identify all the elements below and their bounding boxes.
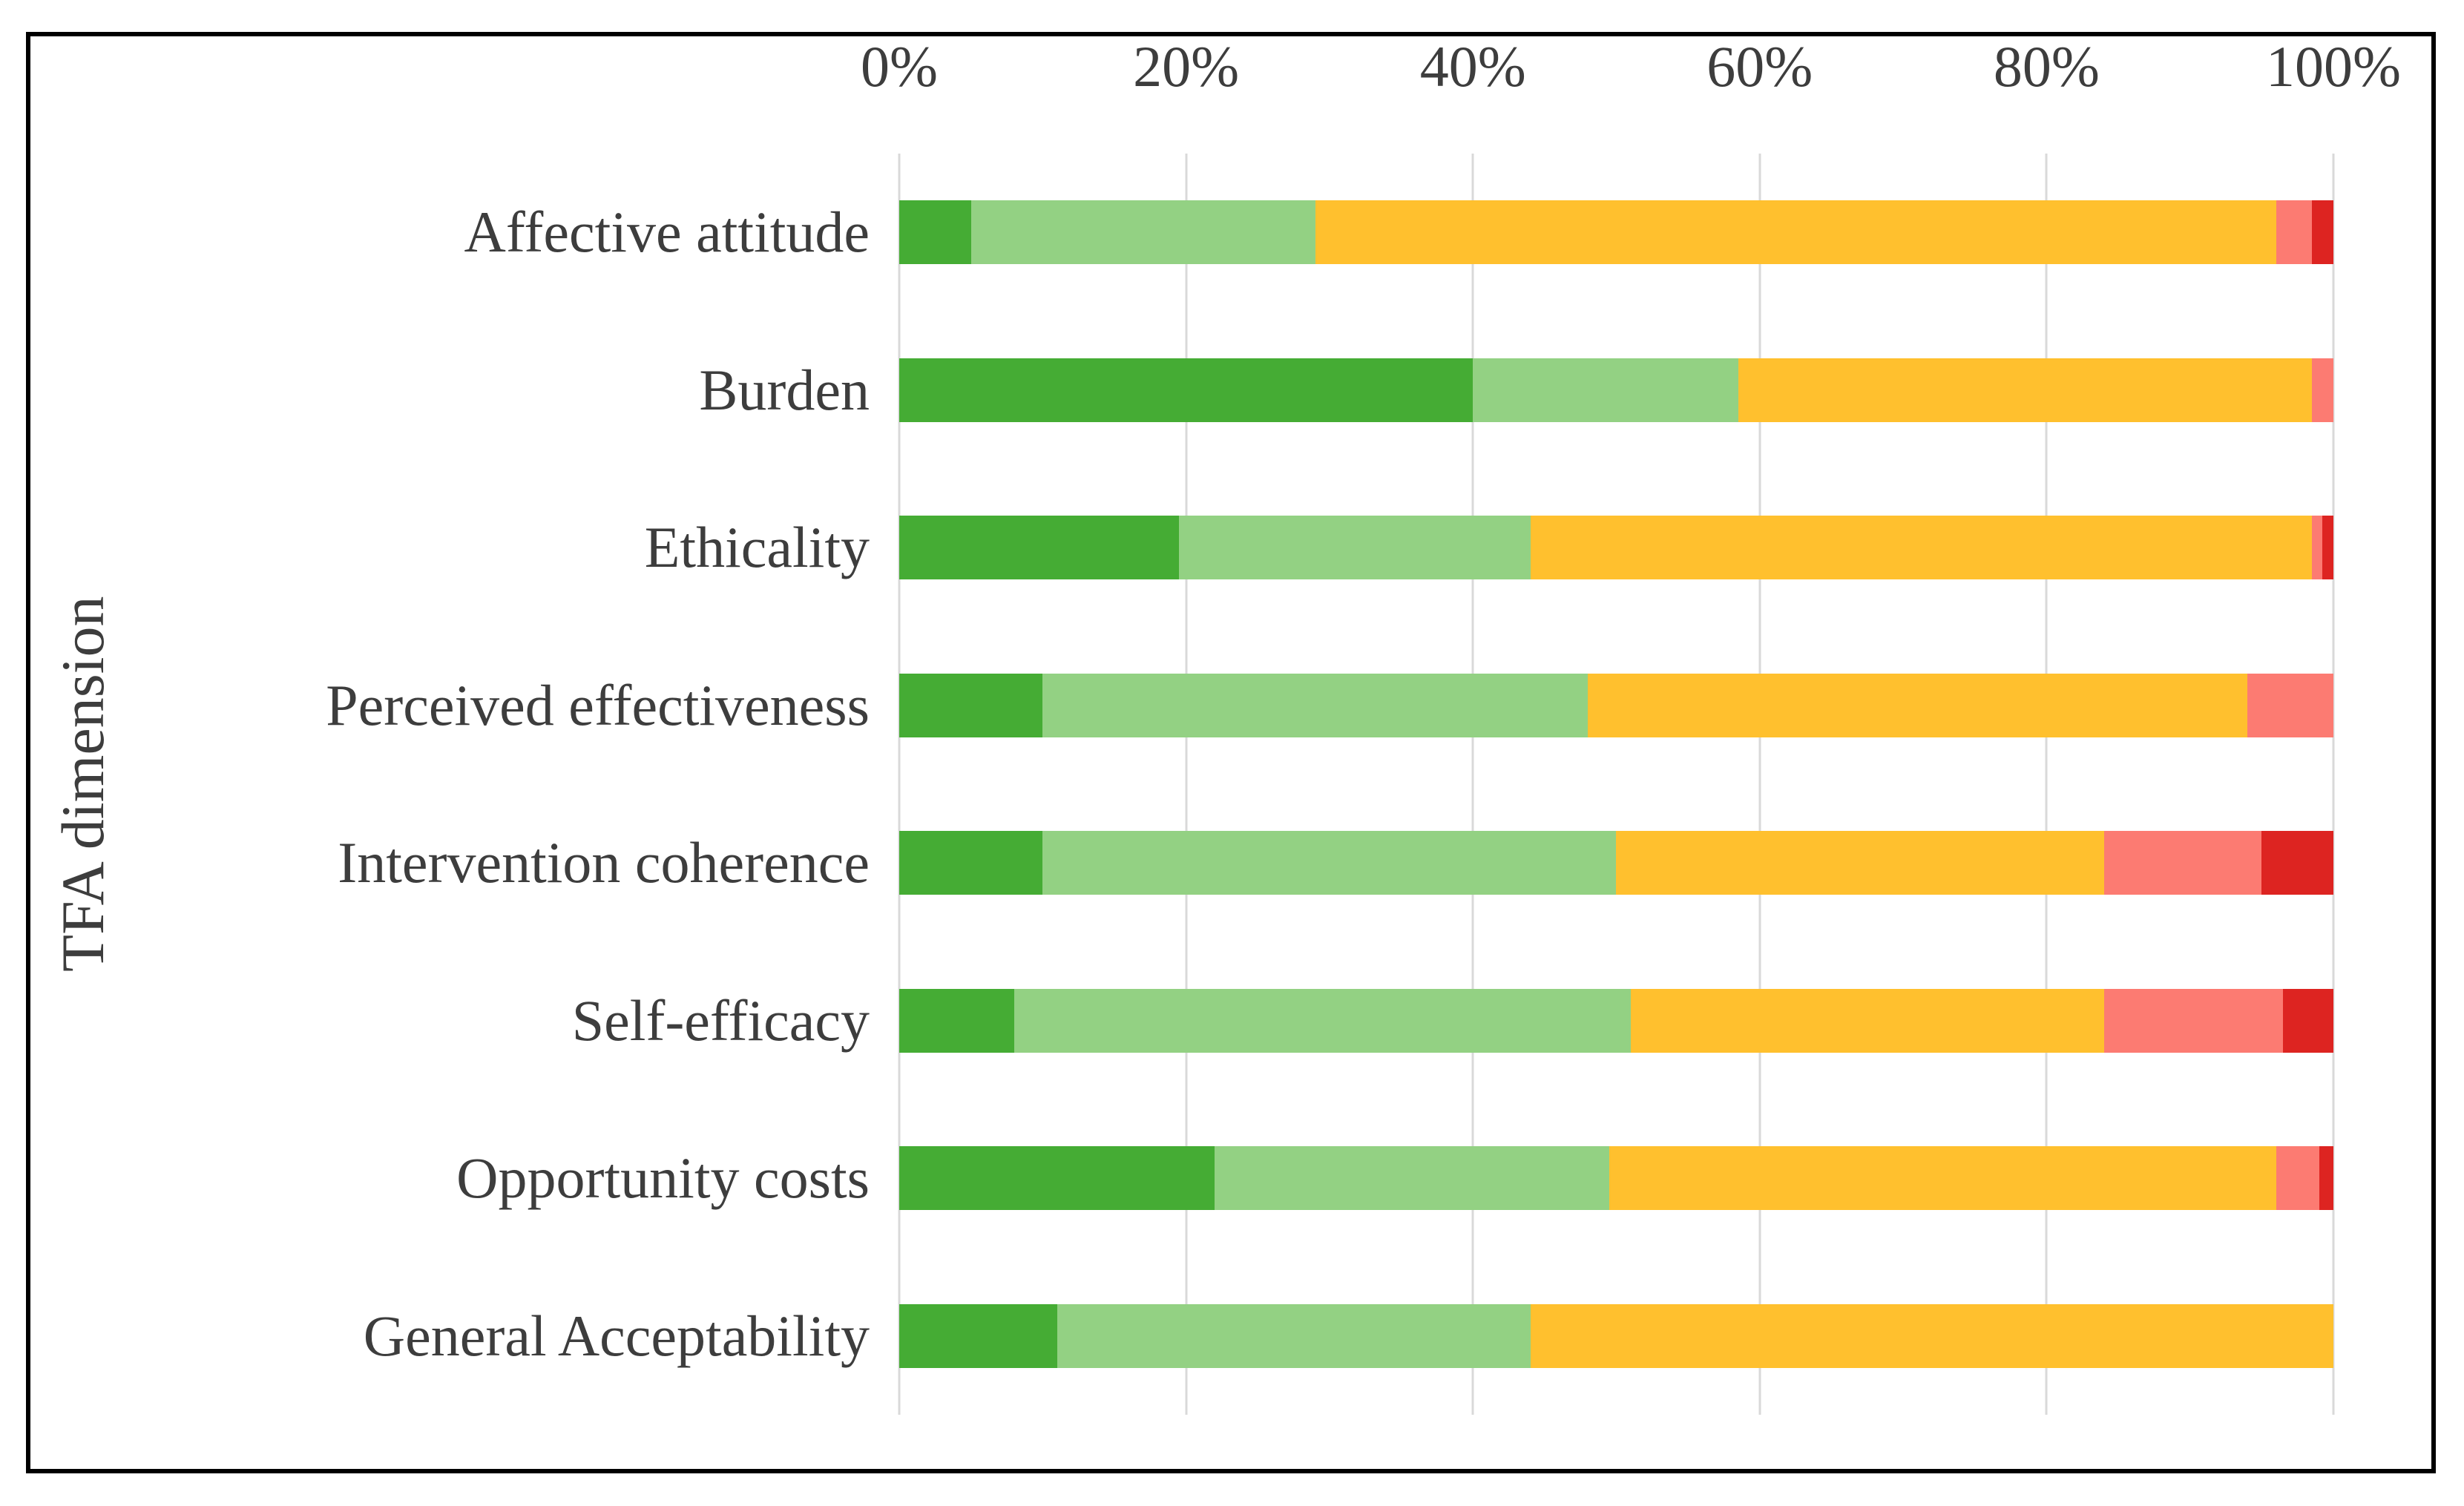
- dark-red-segment: [2261, 831, 2333, 895]
- dark-red-segment: [2283, 988, 2333, 1053]
- category-label: Ethicality: [644, 515, 870, 580]
- dark-green-segment: [899, 988, 1014, 1053]
- x-axis-tick-labels: 0% 20% 40% 60% 80% 100%: [861, 33, 2401, 100]
- gridline: [1758, 154, 1761, 1415]
- x-tick-label: 40%: [1419, 34, 1526, 99]
- gridline: [1185, 154, 1188, 1415]
- dark-green-segment: [899, 831, 1043, 895]
- salmon-segment: [2311, 358, 2333, 422]
- stacked-bar: [899, 358, 2333, 422]
- light-green-segment: [1042, 831, 1617, 895]
- amber-segment: [1587, 673, 2247, 737]
- stacked-bar: [899, 516, 2333, 580]
- dark-green-segment: [899, 673, 1043, 737]
- x-tick-label: 100%: [2266, 34, 2401, 99]
- category-label: Affective attitude: [464, 200, 870, 265]
- light-green-segment: [1057, 1303, 1531, 1368]
- salmon-segment: [2276, 200, 2312, 265]
- dark-green-segment: [899, 1146, 1215, 1211]
- category-label: Intervention coherence: [338, 830, 870, 895]
- amber-segment: [1738, 358, 2312, 422]
- plot-area: [898, 154, 2335, 1415]
- stacked-bar: [899, 1303, 2333, 1368]
- x-tick-label: 20%: [1133, 34, 1240, 99]
- amber-segment: [1630, 988, 2104, 1053]
- x-tick-label: 0%: [861, 34, 938, 99]
- category-label: Opportunity costs: [456, 1145, 870, 1211]
- amber-segment: [1530, 516, 2312, 580]
- dark-red-segment: [2319, 1146, 2333, 1211]
- amber-segment: [1315, 200, 2276, 265]
- dark-green-segment: [899, 1303, 1057, 1368]
- dark-green-segment: [899, 200, 971, 265]
- salmon-segment: [2103, 831, 2262, 895]
- stacked-bar: [899, 673, 2333, 737]
- stacked-bar: [899, 831, 2333, 895]
- dark-green-segment: [899, 358, 1474, 422]
- stacked-bar: [899, 988, 2333, 1053]
- category-label: Self-efficacy: [571, 987, 870, 1053]
- light-green-segment: [1178, 516, 1531, 580]
- dark-red-segment: [2311, 200, 2333, 265]
- amber-segment: [1609, 1146, 2276, 1211]
- salmon-segment: [2103, 988, 2284, 1053]
- stacked-bar: [899, 1146, 2333, 1211]
- stacked-bar: [899, 200, 2333, 265]
- gridline: [2332, 154, 2335, 1415]
- dark-green-segment: [899, 516, 1179, 580]
- category-label: Burden: [699, 357, 870, 422]
- salmon-segment: [2247, 673, 2333, 737]
- gridline: [2045, 154, 2048, 1415]
- amber-segment: [1616, 831, 2104, 895]
- x-tick-label: 60%: [1706, 34, 1813, 99]
- category-label: General Acceptability: [363, 1303, 870, 1368]
- light-green-segment: [970, 200, 1315, 265]
- figure-border: [26, 32, 2436, 1473]
- light-green-segment: [1473, 358, 1738, 422]
- amber-segment: [1530, 1303, 2333, 1368]
- salmon-segment: [2311, 516, 2323, 580]
- salmon-segment: [2276, 1146, 2319, 1211]
- gridline: [1471, 154, 1474, 1415]
- dark-red-segment: [2322, 516, 2333, 580]
- light-green-segment: [1013, 988, 1631, 1053]
- category-label: Perceived effectiveness: [326, 672, 870, 737]
- light-green-segment: [1042, 673, 1588, 737]
- gridline: [898, 154, 901, 1415]
- light-green-segment: [1215, 1146, 1609, 1211]
- category-axis-labels: Affective attitude Burden Ethicality Percei…: [74, 154, 870, 1415]
- x-tick-label: 80%: [1993, 34, 2100, 99]
